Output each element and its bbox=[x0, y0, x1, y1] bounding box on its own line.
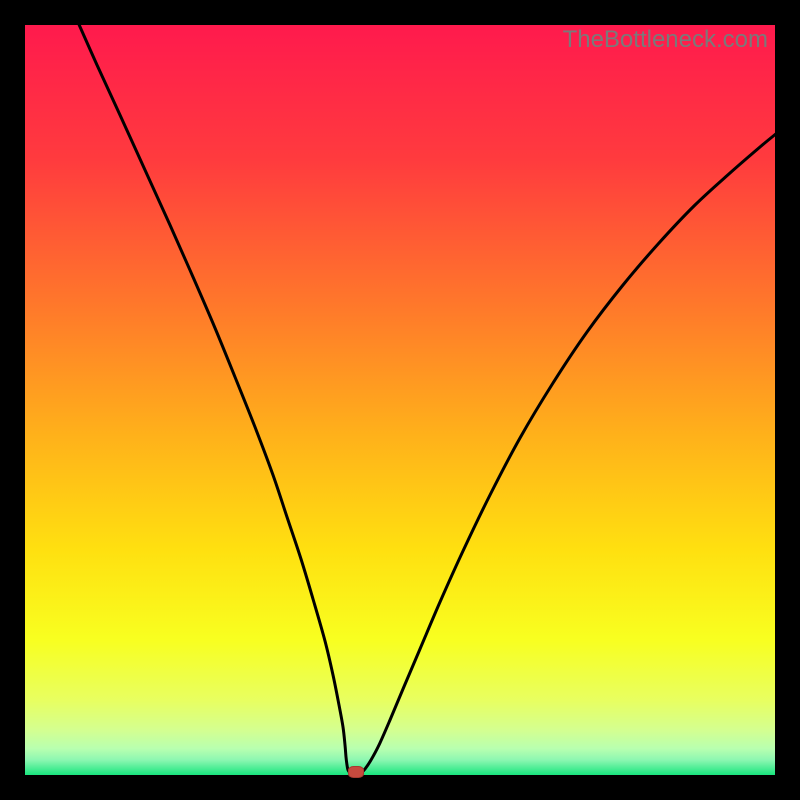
plot-area bbox=[25, 25, 775, 775]
chart-frame: TheBottleneck.com bbox=[0, 0, 800, 800]
bottleneck-curve bbox=[25, 25, 775, 775]
optimal-point-marker bbox=[348, 766, 364, 778]
watermark-text: TheBottleneck.com bbox=[563, 26, 768, 54]
